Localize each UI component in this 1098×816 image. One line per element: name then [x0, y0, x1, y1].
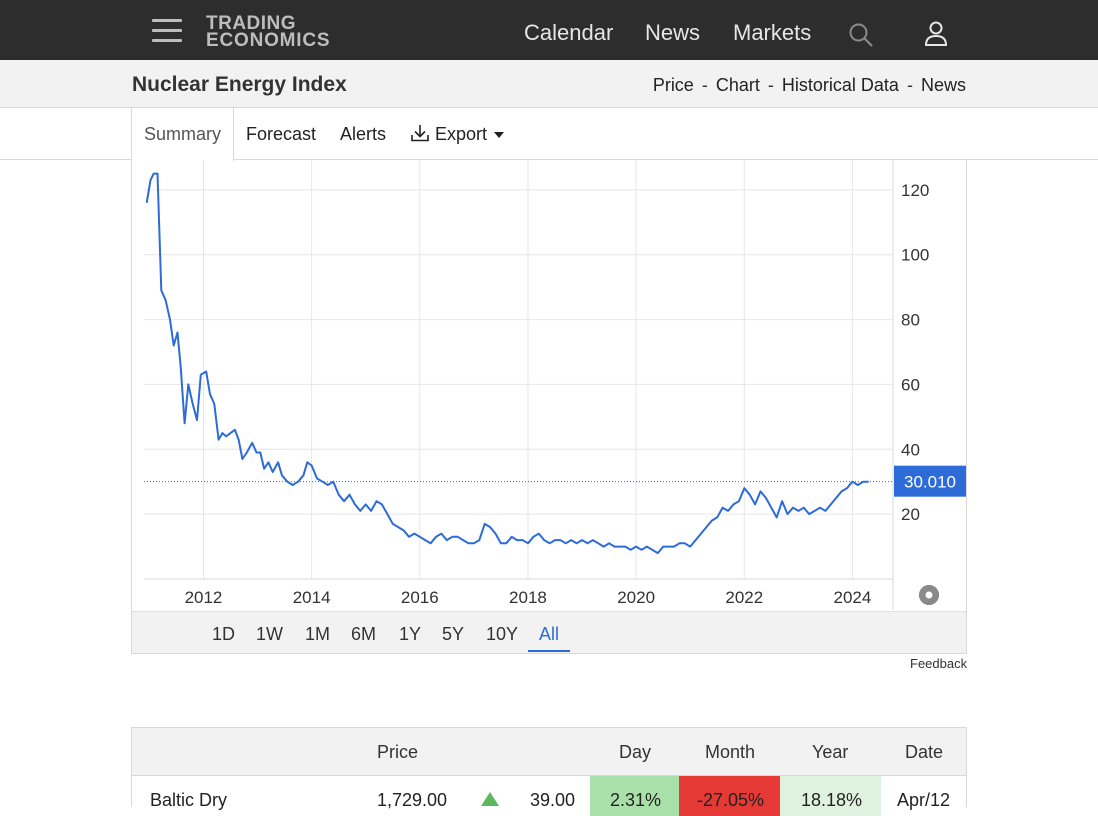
link-price[interactable]: Price	[652, 75, 694, 95]
link-separator: -	[767, 75, 774, 95]
x-tick-label: 2024	[834, 588, 872, 607]
section-links: Price - Chart - Historical Data - News	[653, 75, 966, 96]
y-tick-label: 60	[901, 375, 920, 394]
range-button-1w[interactable]: 1W	[256, 624, 283, 644]
range-button-all[interactable]: All	[539, 624, 560, 644]
y-tick-label: 40	[901, 440, 920, 459]
row-day: 2.31%	[610, 790, 662, 810]
range-button-1m[interactable]: 1M	[305, 624, 331, 644]
range-button-5y[interactable]: 5Y	[442, 624, 465, 644]
logo-line1: TRADING	[206, 13, 297, 34]
table-header: Price Day Month Year Date	[132, 728, 966, 776]
search-icon[interactable]	[848, 22, 874, 48]
row-year: 18.18%	[801, 790, 863, 810]
nav-calendar[interactable]: Calendar	[524, 20, 614, 45]
row-name[interactable]: Baltic Dry	[150, 790, 228, 810]
x-tick-label: 2016	[401, 588, 439, 607]
link-news[interactable]: News	[920, 75, 966, 95]
x-tick-label: 2012	[185, 588, 223, 607]
link-chart[interactable]: Chart	[715, 75, 760, 95]
y-tick-label: 100	[901, 246, 929, 265]
row-month: -27.05%	[697, 790, 765, 810]
tab-summary[interactable]: Summary	[131, 108, 235, 161]
x-tick-label: 2014	[293, 588, 331, 607]
link-historical-data[interactable]: Historical Data	[781, 75, 899, 95]
line-chart[interactable]: 2012 2014 2016 2018 2020 2022 2024 20 40 60 80 100 1…	[132, 160, 966, 610]
y-tick-label: 20	[901, 505, 920, 524]
feedback-link[interactable]: Feedback	[910, 656, 968, 671]
nav-news[interactable]: News	[645, 20, 701, 45]
tabs-bar: Summary Forecast Alerts Export	[0, 108, 1098, 161]
range-selector: 1D 1W 1M 6M 1Y 5Y 10Y All	[132, 611, 966, 653]
user-icon[interactable]	[922, 20, 950, 48]
range-button-1d[interactable]: 1D	[212, 624, 236, 644]
range-button-10y[interactable]: 10Y	[486, 624, 519, 644]
gear-icon[interactable]	[918, 584, 940, 606]
page-title: Nuclear Energy Index	[132, 73, 347, 96]
header-day: Day	[619, 742, 652, 762]
tab-export[interactable]: Export	[398, 108, 516, 160]
link-separator: -	[701, 75, 708, 95]
current-value-label: 30.010	[904, 473, 956, 492]
x-tick-label: 2020	[617, 588, 655, 607]
logo[interactable]: TRADING ECONOMICS	[206, 13, 331, 51]
row-change: 39.00	[530, 790, 576, 810]
download-icon	[411, 125, 429, 142]
menu-icon[interactable]	[152, 19, 182, 43]
row-date: Apr/12	[897, 790, 951, 810]
y-tick-label: 120	[901, 181, 929, 200]
range-button-6m[interactable]: 6M	[351, 624, 377, 644]
logo-line2: ECONOMICS	[206, 30, 331, 51]
up-arrow-icon	[481, 792, 499, 806]
header-month: Month	[705, 742, 756, 762]
header-price: Price	[377, 742, 419, 762]
range-button-1y[interactable]: 1Y	[399, 624, 422, 644]
x-tick-label: 2022	[725, 588, 763, 607]
top-navbar: TRADING ECONOMICS Calendar News Markets	[0, 0, 1098, 60]
current-value-badge	[894, 465, 966, 497]
header-date: Date	[905, 742, 944, 762]
series-line[interactable]	[145, 172, 869, 555]
page-header: Nuclear Energy Index Price - Chart - His…	[0, 60, 1098, 108]
tab-forecast[interactable]: Forecast	[246, 124, 317, 144]
tab-alerts[interactable]: Alerts	[340, 124, 387, 144]
chart-container: 2012 2014 2016 2018 2020 2022 2024 20 40 60 80 100 1…	[131, 160, 967, 654]
x-tick-label: 2018	[509, 588, 547, 607]
y-tick-label: 80	[901, 311, 920, 330]
row-price: 1,729.00	[377, 790, 448, 810]
export-label: Export	[435, 124, 488, 144]
markets-table: Price Day Month Year Date Baltic Dry 1,7…	[131, 727, 967, 816]
active-range-underline	[528, 650, 570, 652]
header-year: Year	[812, 742, 849, 762]
table-row[interactable]: Baltic Dry 1,729.00 39.00 2.31% -27.05% …	[132, 776, 966, 816]
link-separator: -	[906, 75, 913, 95]
chevron-down-icon	[494, 132, 505, 139]
nav-markets[interactable]: Markets	[733, 20, 812, 45]
